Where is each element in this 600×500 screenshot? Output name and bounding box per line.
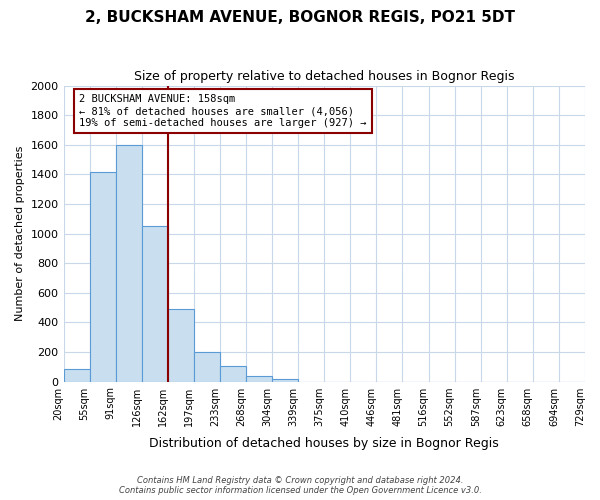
Bar xyxy=(194,352,220,382)
Y-axis label: Number of detached properties: Number of detached properties xyxy=(15,146,25,321)
Text: 2 BUCKSHAM AVENUE: 158sqm
← 81% of detached houses are smaller (4,056)
19% of se: 2 BUCKSHAM AVENUE: 158sqm ← 81% of detac… xyxy=(79,94,367,128)
Bar xyxy=(116,145,142,382)
Title: Size of property relative to detached houses in Bognor Regis: Size of property relative to detached ho… xyxy=(134,70,515,83)
Bar xyxy=(89,172,116,382)
Bar xyxy=(64,369,89,382)
X-axis label: Distribution of detached houses by size in Bognor Regis: Distribution of detached houses by size … xyxy=(149,437,499,450)
Bar xyxy=(168,309,194,382)
Text: 2, BUCKSHAM AVENUE, BOGNOR REGIS, PO21 5DT: 2, BUCKSHAM AVENUE, BOGNOR REGIS, PO21 5… xyxy=(85,10,515,25)
Bar xyxy=(142,226,168,382)
Bar xyxy=(272,379,298,382)
Bar xyxy=(246,376,272,382)
Text: Contains HM Land Registry data © Crown copyright and database right 2024.
Contai: Contains HM Land Registry data © Crown c… xyxy=(119,476,481,495)
Bar xyxy=(220,366,246,382)
